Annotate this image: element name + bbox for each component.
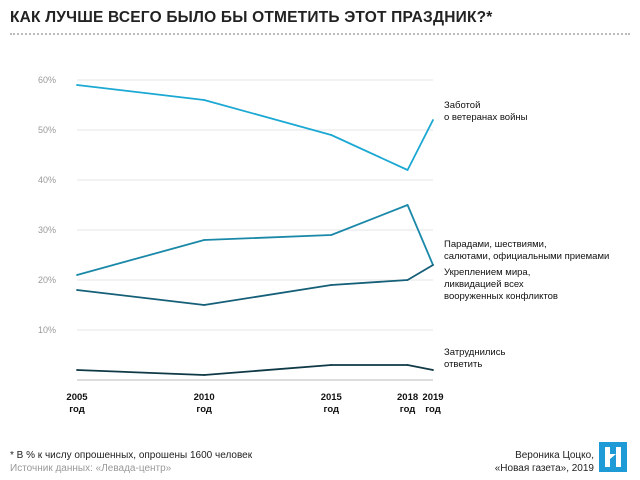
y-tick-label: 30% — [38, 225, 56, 235]
x-tick-label: год — [196, 404, 212, 415]
data-point — [432, 119, 434, 121]
data-point — [76, 369, 78, 371]
data-point — [76, 274, 78, 276]
series-label: Парадами, шествиями, — [444, 239, 547, 250]
y-tick-label: 40% — [38, 175, 56, 185]
data-point — [203, 239, 206, 241]
series-line — [76, 364, 434, 376]
series-label: о ветеранах войны — [444, 112, 528, 123]
x-tick-label: год — [400, 404, 416, 415]
series-label: Укреплением мира, — [444, 267, 530, 278]
data-point — [406, 169, 409, 171]
data-point — [76, 84, 78, 86]
data-point — [76, 289, 78, 291]
data-point — [203, 304, 206, 306]
series-label: Затруднились — [444, 347, 505, 358]
y-tick-label: 50% — [38, 125, 56, 135]
series-label: салютами, официальными приемами — [444, 251, 609, 262]
x-tick-label: 2015 — [321, 392, 343, 403]
x-tick-label: 2005 — [66, 392, 88, 403]
footnote: * В % к числу опрошенных, опрошены 1600 … — [10, 450, 253, 461]
data-point — [330, 234, 333, 236]
data-point — [330, 364, 333, 366]
chart-title: КАК ЛУЧШЕ ВСЕГО БЫЛО БЫ ОТМЕТИТЬ ЭТОТ ПР… — [10, 9, 493, 26]
x-tick-label: год — [425, 404, 441, 415]
author: Вероника Цоцко, — [515, 450, 594, 461]
data-point — [406, 364, 409, 366]
x-tick-label: год — [324, 404, 340, 415]
publication: «Новая газета», 2019 — [494, 463, 594, 474]
title-divider — [10, 33, 630, 35]
x-tick-label: 2010 — [194, 392, 215, 403]
data-point — [203, 374, 206, 376]
data-point — [330, 284, 333, 286]
y-tick-label: 60% — [38, 75, 56, 85]
series-label: ответить — [444, 359, 482, 370]
series-label: Заботой — [444, 100, 480, 111]
data-point — [406, 279, 409, 281]
y-tick-label: 10% — [38, 325, 56, 335]
data-point — [330, 134, 333, 136]
series-line — [76, 264, 434, 306]
series-label: вооруженных конфликтов — [444, 291, 558, 302]
novaya-gazeta-logo — [599, 442, 627, 472]
series-line — [76, 204, 434, 276]
data-point — [406, 204, 409, 206]
x-tick-label: 2019 — [422, 392, 443, 403]
series-label: ликвидацией всех — [444, 279, 524, 290]
data-point — [432, 264, 434, 266]
data-point — [203, 99, 206, 101]
series-line — [76, 84, 434, 171]
data-point — [432, 369, 434, 371]
y-tick-label: 20% — [38, 275, 56, 285]
source: Источник данных: «Левада-центр» — [10, 463, 172, 474]
x-tick-label: 2018 — [397, 392, 418, 403]
x-tick-label: год — [69, 404, 85, 415]
